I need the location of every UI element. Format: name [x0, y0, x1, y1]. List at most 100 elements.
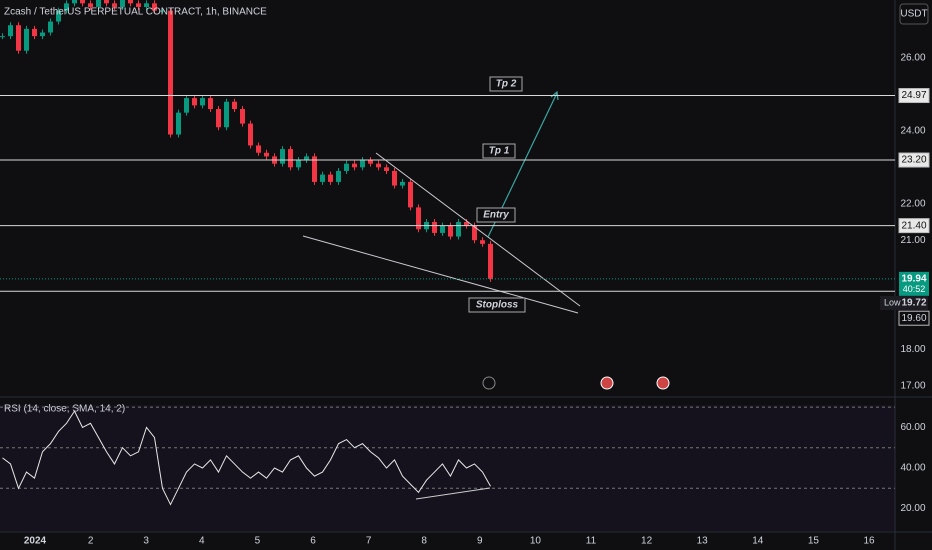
candle: [320, 174, 325, 182]
level-price-box: [898, 88, 930, 104]
currency-label[interactable]: USDT: [900, 9, 927, 20]
candle: [168, 10, 173, 135]
candle: [80, 0, 85, 4]
candle: [176, 112, 181, 135]
candle: [280, 149, 285, 164]
candle: [336, 170, 341, 182]
price-tick-label: 21.00: [900, 235, 925, 246]
candle: [152, 3, 157, 11]
candle: [328, 174, 333, 182]
candle: [360, 160, 365, 168]
candle: [112, 3, 117, 7]
candle: [488, 243, 493, 279]
rsi-divergence: [415, 487, 491, 500]
countdown: 40:52: [903, 284, 926, 294]
news-icon[interactable]: [656, 376, 670, 390]
rsi-line: [2, 410, 491, 506]
time-tick-label: 8: [421, 536, 427, 547]
candle: [480, 240, 485, 244]
candle: [40, 32, 45, 37]
rsi-title: RSI (14, close, SMA, 14, 2): [4, 404, 125, 415]
time-tick-label: 10: [530, 536, 542, 547]
price-tick-label: 17.00: [900, 381, 925, 392]
candle: [448, 225, 453, 237]
candle: [352, 163, 357, 168]
candle: [64, 3, 69, 11]
time-tick-label: 16: [863, 536, 875, 547]
time-tick-label: 14: [752, 536, 764, 547]
candle: [72, 0, 77, 4]
level-price-box: [898, 152, 930, 168]
candle: [312, 156, 317, 182]
low-box: [880, 296, 928, 310]
candle: [456, 221, 461, 237]
candle: [88, 3, 93, 7]
candle: [8, 25, 13, 37]
currency-button[interactable]: [899, 3, 929, 25]
candle: [192, 98, 197, 106]
candle: [408, 181, 413, 208]
level-tag-box: [489, 76, 523, 92]
candle: [416, 207, 421, 230]
low-label: Low: [884, 297, 901, 307]
time-tick-label: 6: [310, 536, 316, 547]
level-price-label: 23.20: [901, 155, 926, 166]
level-price-label: 24.97: [901, 90, 926, 101]
candle: [120, 0, 125, 7]
level-tag-box: [476, 207, 516, 223]
level-tag: Tp 2: [496, 79, 517, 90]
price-tick-label: 26.00: [900, 53, 925, 64]
candle: [16, 25, 21, 51]
candle: [368, 160, 373, 164]
candle: [304, 156, 309, 161]
level-tag-box: [482, 143, 516, 159]
time-tick-label: 4: [199, 536, 205, 547]
candle: [232, 101, 237, 110]
time-tick-label: 15: [808, 536, 820, 547]
candle: [160, 10, 165, 12]
candle: [400, 181, 405, 186]
level-price-box: [898, 218, 930, 234]
candle: [248, 123, 253, 146]
rsi-tick-label: 20.00: [900, 503, 925, 514]
rsi-tick-label: 40.00: [900, 463, 925, 474]
level-price-label: 21.40: [901, 220, 926, 231]
wedge-lower: [302, 235, 579, 314]
rsi-panel: [0, 405, 895, 531]
candle: [96, 0, 101, 7]
candle: [184, 98, 189, 113]
level-tag-box: [468, 297, 526, 313]
time-tick-label: 2: [88, 536, 94, 547]
time-tick-label: 11: [586, 536, 597, 547]
candle: [56, 10, 61, 22]
price-tick-label: 18.00: [900, 344, 925, 355]
candle: [32, 28, 37, 37]
time-tick-label: 13: [697, 536, 709, 547]
candle: [128, 0, 133, 4]
candle: [224, 101, 229, 128]
time-tick-label: 5: [255, 536, 261, 547]
level-tag: Tp 1: [489, 146, 510, 157]
level-tag: Entry: [483, 210, 509, 221]
level-tag: Stoploss: [476, 300, 519, 311]
candle: [208, 98, 213, 110]
candle: [104, 0, 109, 4]
time-tick-label: 7: [366, 536, 372, 547]
candle: [136, 3, 141, 7]
candle: [288, 149, 293, 168]
news-icon[interactable]: [600, 376, 614, 390]
candle: [264, 152, 269, 157]
price-tick-label: 24.00: [900, 126, 925, 137]
candle: [48, 21, 53, 33]
candle: [216, 109, 221, 128]
candle: [392, 170, 397, 186]
event-icon[interactable]: [482, 376, 496, 390]
time-tick-label: 2024: [24, 536, 47, 547]
level-price-label: 19.60: [901, 313, 926, 324]
rsi-tick-label: 60.00: [900, 422, 925, 433]
candle: [376, 163, 381, 168]
wedge-upper: [375, 152, 581, 307]
time-tick-label: 9: [477, 536, 483, 547]
candle: [240, 109, 245, 124]
